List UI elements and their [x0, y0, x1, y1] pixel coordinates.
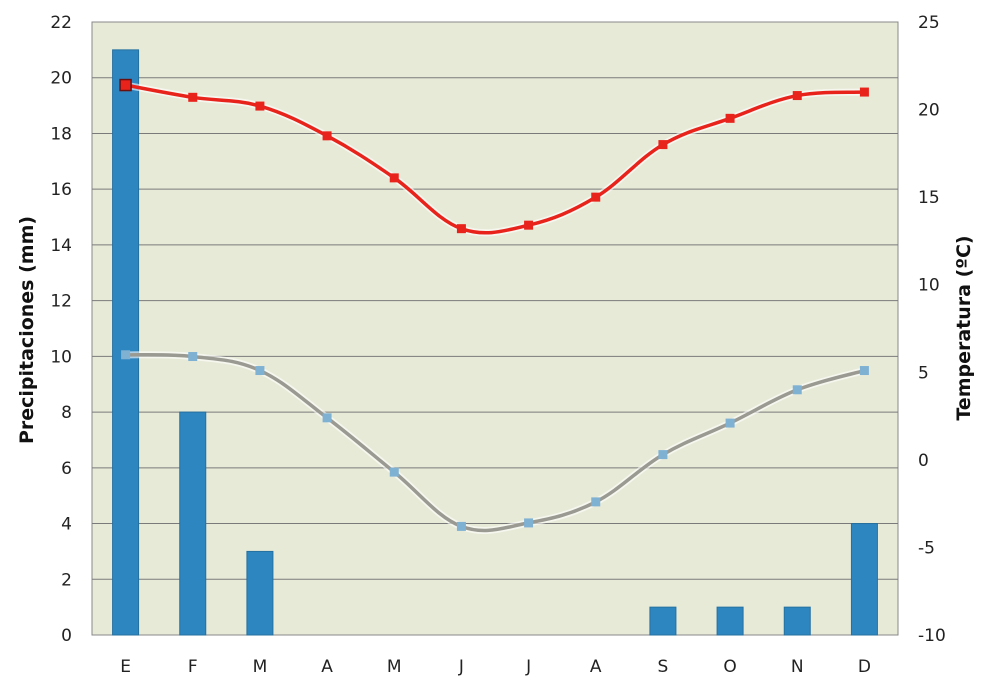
left-tick-label: 6	[61, 459, 72, 479]
x-tick-label: D	[858, 657, 871, 677]
x-tick-label: A	[321, 657, 333, 677]
left-tick-label: 10	[50, 347, 72, 367]
left-tick-label: 16	[50, 180, 72, 200]
x-tick-label: E	[120, 657, 131, 677]
precipitation-bar	[783, 606, 811, 636]
series-point	[859, 366, 869, 376]
left-tick-label: 2	[61, 570, 72, 590]
precipitation-bars	[112, 49, 878, 636]
series-point	[524, 220, 534, 230]
series-point	[859, 87, 869, 97]
x-tick-label: S	[658, 657, 669, 677]
x-tick-label: A	[590, 657, 602, 677]
precipitation-bar	[246, 550, 274, 636]
precipitation-bar	[179, 411, 207, 636]
series-point	[456, 521, 466, 531]
series-point	[658, 450, 668, 460]
left-axis-title: Precipitaciones (mm)	[16, 216, 38, 444]
temperature-lines	[119, 78, 869, 535]
left-tick-label: 4	[61, 515, 72, 535]
precipitation-bar	[850, 523, 878, 636]
x-tick-label: M	[253, 657, 268, 677]
right-tick-label: -5	[918, 538, 935, 558]
series-point	[725, 113, 735, 123]
series-point	[322, 413, 332, 423]
precipitation-bar	[649, 606, 677, 636]
series-point	[792, 385, 802, 395]
right-tick-label: 20	[918, 101, 940, 121]
x-tick-label: J	[458, 657, 464, 677]
series-point	[524, 518, 534, 528]
series-point	[591, 192, 601, 202]
series-point	[188, 352, 198, 362]
left-tick-label: 22	[50, 13, 72, 33]
left-tick-label: 14	[50, 236, 72, 256]
left-tick-label: 18	[50, 124, 72, 144]
left-axis-ticks: 0 2 4 6 8 10 12 14 16 18 20 22	[50, 13, 72, 646]
series-point	[255, 101, 265, 111]
gridlines	[92, 77, 898, 580]
precipitation-bar	[716, 606, 744, 636]
left-tick-label: 12	[50, 292, 72, 312]
series-point	[389, 173, 399, 183]
series-point	[591, 497, 601, 507]
right-tick-label: 15	[918, 188, 940, 208]
series-point	[658, 140, 668, 150]
series-point	[792, 91, 802, 101]
left-tick-label: 8	[61, 403, 72, 423]
right-tick-label: 25	[918, 13, 940, 33]
x-tick-label: J	[525, 657, 531, 677]
series-point	[389, 467, 399, 477]
right-tick-label: -10	[918, 626, 946, 646]
left-tick-label: 0	[61, 626, 72, 646]
x-tick-label: M	[387, 657, 402, 677]
right-axis-title: Temperatura (ºC)	[953, 235, 975, 420]
right-tick-label: 0	[918, 451, 929, 471]
series-point	[121, 350, 131, 360]
x-tick-label: N	[791, 657, 804, 677]
series-point	[725, 418, 735, 428]
series-point	[322, 131, 332, 141]
x-tick-label: F	[188, 657, 198, 677]
right-tick-label: 10	[918, 276, 940, 296]
series-point	[456, 224, 466, 234]
precipitation-bar	[112, 49, 140, 636]
right-axis-ticks: -10 -5 0 5 10 15 20 25	[918, 13, 946, 646]
plot-area	[91, 21, 899, 636]
left-tick-label: 20	[50, 69, 72, 89]
series-point	[255, 366, 265, 376]
series-point	[119, 78, 132, 92]
series-point	[188, 92, 198, 102]
right-tick-label: 5	[918, 363, 929, 383]
x-tick-label: O	[723, 657, 736, 677]
